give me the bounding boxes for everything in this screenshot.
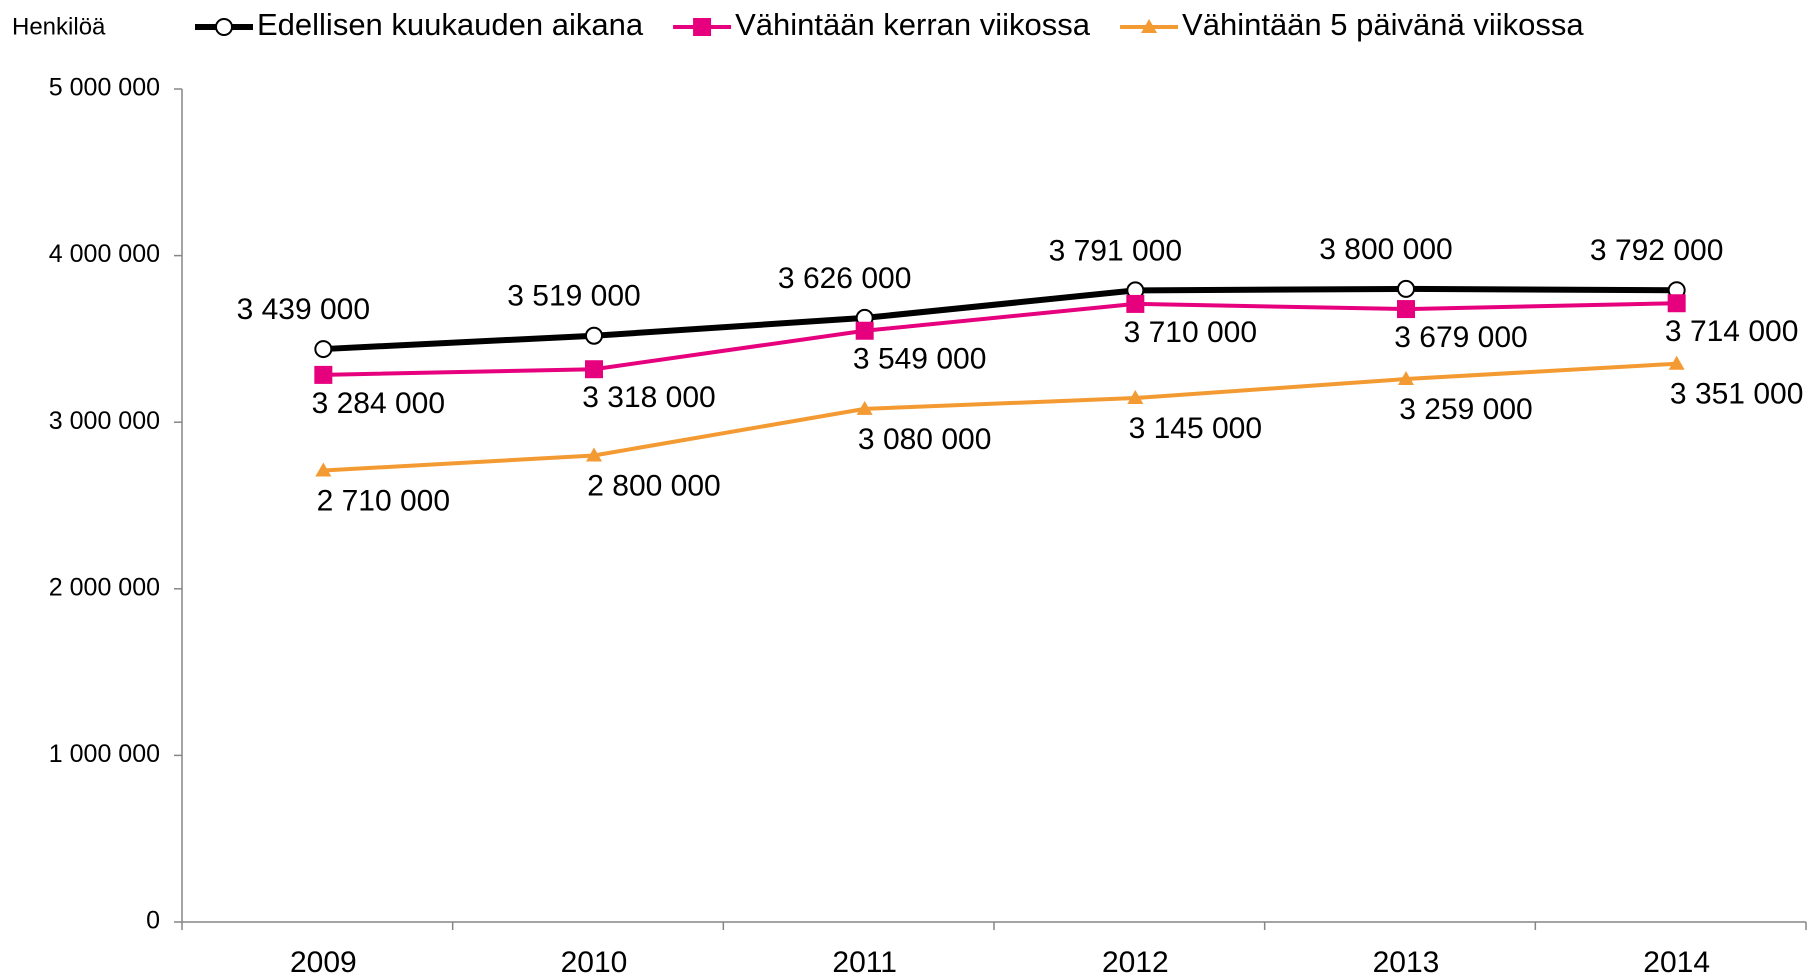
y-tick-label: 1 000 000 [49, 740, 160, 768]
legend-label: Vähintään 5 päivänä viikossa [1182, 7, 1584, 42]
y-tick-label: 4 000 000 [49, 240, 160, 268]
data-point [314, 340, 333, 359]
data-label: 3 439 000 [237, 293, 370, 326]
data-label: 3 800 000 [1319, 233, 1452, 266]
data-point [314, 365, 333, 384]
data-point [1397, 279, 1415, 298]
data-point [315, 462, 332, 477]
series-line [323, 361, 1677, 473]
data-label: 3 318 000 [582, 381, 715, 414]
x-tick-label: 2009 [290, 946, 357, 979]
data-point [585, 360, 603, 379]
data-point [1668, 355, 1685, 370]
data-point [855, 321, 874, 340]
series-line [323, 301, 1677, 377]
data-label: 3 792 000 [1590, 234, 1723, 267]
data-label: 3 791 000 [1049, 234, 1182, 267]
x-tick-label: 2010 [561, 946, 628, 979]
data-label: 2 800 000 [587, 469, 720, 502]
data-label: 3 259 000 [1399, 393, 1532, 426]
data-label: 3 626 000 [778, 262, 911, 295]
data-point [586, 447, 602, 462]
legend-label: Edellisen kuukauden aikana [257, 7, 644, 42]
data-point [1397, 300, 1415, 319]
data-label: 3 519 000 [507, 280, 640, 313]
data-label: 3 710 000 [1124, 316, 1257, 349]
x-tick-label: 2012 [1102, 946, 1169, 979]
data-label: 3 080 000 [858, 423, 991, 456]
data-point [585, 326, 603, 345]
legend-marker [1141, 19, 1158, 33]
data-label: 3 714 000 [1665, 315, 1798, 348]
legend-marker [693, 18, 712, 36]
data-label: 3 145 000 [1129, 412, 1262, 445]
data-point [856, 400, 873, 415]
data-point [1667, 294, 1686, 313]
legend-marker [215, 18, 233, 36]
legend-label: Vähintään kerran viikossa [735, 7, 1091, 42]
data-label: 3 351 000 [1670, 378, 1803, 411]
y-tick-label: 0 [146, 907, 160, 935]
x-tick-label: 2011 [832, 946, 897, 979]
y-tick-label: 3 000 000 [49, 407, 160, 435]
y-tick-label: 2 000 000 [49, 573, 160, 601]
x-tick-label: 2013 [1373, 946, 1440, 979]
series-line [323, 285, 1677, 353]
data-point [1126, 294, 1145, 313]
data-label: 3 679 000 [1394, 321, 1527, 354]
data-label: 3 549 000 [853, 343, 986, 376]
y-axis-label: Henkilöä [12, 13, 106, 40]
data-label: 3 284 000 [312, 387, 445, 420]
data-label: 2 710 000 [317, 484, 450, 517]
data-point [1127, 390, 1144, 405]
y-tick-label: 5 000 000 [49, 74, 160, 102]
data-point [1398, 371, 1414, 386]
x-tick-label: 2014 [1643, 946, 1710, 979]
